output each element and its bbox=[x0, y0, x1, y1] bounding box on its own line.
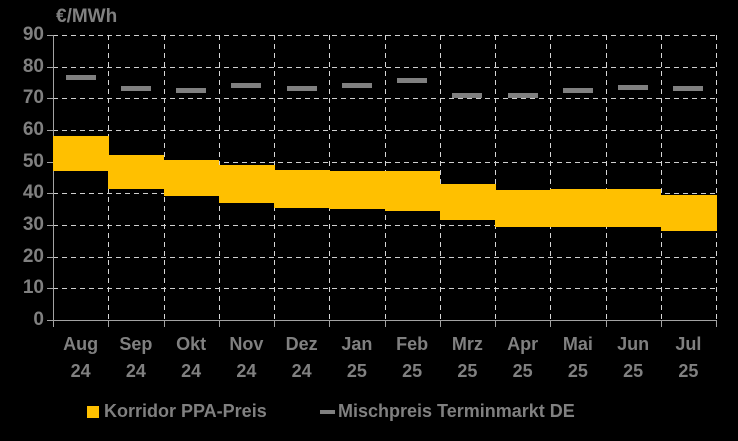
x-axis-tick bbox=[163, 321, 165, 327]
korridor-ppa-band-segment bbox=[550, 188, 607, 227]
korridor-ppa-band-segment bbox=[274, 169, 330, 208]
korridor-ppa-band-segment bbox=[329, 171, 386, 210]
legend-item-mischpreis-terminmarkt: Mischpreis Terminmarkt DE bbox=[320, 401, 575, 422]
gridline-vertical bbox=[605, 35, 607, 320]
y-axis-tick bbox=[47, 193, 53, 195]
y-axis-tick bbox=[47, 320, 53, 321]
legend-item-korridor-ppa-preis: Korridor PPA-Preis bbox=[87, 401, 267, 422]
x-axis-category-label: Apr 25 bbox=[507, 334, 539, 381]
x-axis-category-label: Feb 25 bbox=[396, 334, 429, 381]
y-axis-tick bbox=[47, 288, 53, 290]
y-axis-tick-label: 80 bbox=[22, 55, 44, 77]
y-axis-tick bbox=[47, 98, 53, 100]
x-axis-tick bbox=[274, 321, 275, 327]
korridor-ppa-band-segment bbox=[218, 164, 275, 203]
y-axis-tick-label: 90 bbox=[22, 24, 44, 45]
x-axis-category-label: Dez 24 bbox=[285, 334, 318, 381]
x-axis-tick bbox=[53, 321, 54, 327]
y-axis-tick-label: 0 bbox=[33, 309, 44, 330]
korridor-ppa-band-segment bbox=[163, 160, 220, 197]
x-axis-category-label: Mai 25 bbox=[562, 334, 593, 381]
mischpreis-dash-swatch-icon bbox=[320, 409, 335, 414]
mischpreis-dash-marker bbox=[231, 83, 262, 89]
korridor-ppa-band-segment bbox=[53, 136, 109, 172]
mischpreis-dash-marker bbox=[176, 87, 207, 93]
mischpreis-dash-marker bbox=[507, 92, 538, 98]
y-axis-tick-label: 60 bbox=[22, 119, 44, 140]
y-axis-tick bbox=[47, 161, 53, 163]
x-axis-tick bbox=[384, 321, 386, 327]
y-axis-tick-label: 20 bbox=[22, 245, 44, 267]
mischpreis-dash-marker bbox=[341, 83, 372, 89]
x-axis-category-label: Jun 25 bbox=[617, 334, 650, 381]
x-axis-tick bbox=[660, 321, 662, 327]
x-axis-category-label: Jul 25 bbox=[675, 334, 702, 381]
mischpreis-dash-marker bbox=[562, 87, 593, 93]
x-axis-tick bbox=[108, 321, 110, 327]
korridor-ppa-band-segment bbox=[660, 194, 717, 232]
mischpreis-dash-marker bbox=[397, 78, 428, 84]
korridor-ppa-band-segment bbox=[495, 190, 551, 227]
mischpreis-dash-marker bbox=[120, 86, 151, 92]
y-axis-tick bbox=[47, 256, 53, 258]
mischpreis-dash-marker bbox=[452, 92, 483, 98]
korridor-ppa-band-segment bbox=[605, 188, 662, 227]
mischpreis-dash-marker bbox=[618, 84, 649, 90]
y-axis-tick bbox=[47, 35, 53, 36]
mischpreis-dash-marker bbox=[65, 75, 96, 81]
x-axis-category-label: Jan 25 bbox=[341, 334, 373, 381]
y-axis-unit-label: €/MWh bbox=[56, 6, 118, 27]
x-axis-line bbox=[53, 320, 717, 321]
y-axis-tick-label: 50 bbox=[22, 150, 44, 172]
korridor-ppa-band-segment bbox=[384, 171, 441, 211]
gridline-vertical bbox=[550, 35, 552, 320]
legend-label: Korridor PPA-Preis bbox=[104, 401, 267, 421]
x-axis-category-label: Sep 24 bbox=[119, 334, 153, 381]
korridor-ppa-band-segment bbox=[108, 155, 165, 189]
x-axis-tick bbox=[716, 321, 717, 327]
y-axis-line bbox=[53, 35, 54, 320]
y-axis-tick bbox=[47, 130, 53, 131]
y-axis-tick-label: 70 bbox=[22, 87, 44, 109]
x-axis-tick bbox=[550, 321, 552, 327]
x-axis-category-label: Aug 24 bbox=[63, 334, 99, 381]
x-axis-tick bbox=[218, 321, 220, 327]
x-axis-tick bbox=[329, 321, 331, 327]
x-axis-category-label: Mrz 25 bbox=[451, 334, 483, 381]
mischpreis-dash-marker bbox=[673, 86, 704, 92]
legend-label: Mischpreis Terminmarkt DE bbox=[338, 401, 575, 421]
gridline-vertical bbox=[660, 35, 662, 320]
y-axis-tick bbox=[47, 225, 53, 226]
y-axis-tick-label: 30 bbox=[22, 214, 44, 235]
x-axis-tick bbox=[495, 321, 496, 327]
chart-legend: Korridor PPA-Preis Mischpreis Terminmark… bbox=[0, 399, 738, 427]
x-axis-category-label: Nov 24 bbox=[229, 334, 264, 381]
x-axis-tick bbox=[439, 321, 441, 327]
gridline-vertical bbox=[495, 35, 496, 320]
mischpreis-dash-marker bbox=[286, 86, 317, 92]
y-axis-tick-label: 40 bbox=[22, 182, 44, 204]
y-axis-tick-label: 10 bbox=[22, 277, 44, 299]
x-axis-category-label: Okt 24 bbox=[176, 334, 207, 381]
korridor-ppa-swatch-icon bbox=[87, 405, 99, 418]
y-axis-tick bbox=[47, 66, 53, 68]
korridor-ppa-band-segment bbox=[439, 183, 496, 221]
x-axis-tick bbox=[605, 321, 607, 327]
gridline-vertical bbox=[716, 35, 717, 320]
